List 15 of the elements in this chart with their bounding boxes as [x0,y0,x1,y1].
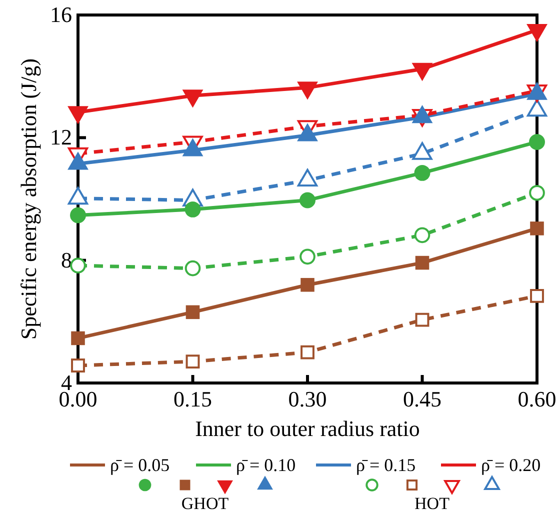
text: HOT [414,494,450,513]
legend-label: ρ̄ = 0.10 [236,455,296,475]
x-tick-label: 0.45 [403,386,442,412]
x-axis-title: Inner to outer radius ratio [195,416,420,441]
y-axis-title: Specific energy absorption (J/g) [16,58,41,340]
y-tick-label: 12 [50,124,72,150]
x-tick-label: 0.15 [174,386,212,412]
legend-label: ρ̄ = 0.05 [110,455,170,475]
x-tick-label: 0.30 [288,386,327,412]
x-tick-label: 0.60 [518,386,556,412]
y-tick-label: 8 [61,247,72,272]
text: GHOT [181,494,230,513]
y-tick-label: 16 [50,2,72,28]
legend-label: ρ̄ = 0.20 [481,455,541,475]
legend-label: ρ̄ = 0.15 [356,455,416,475]
